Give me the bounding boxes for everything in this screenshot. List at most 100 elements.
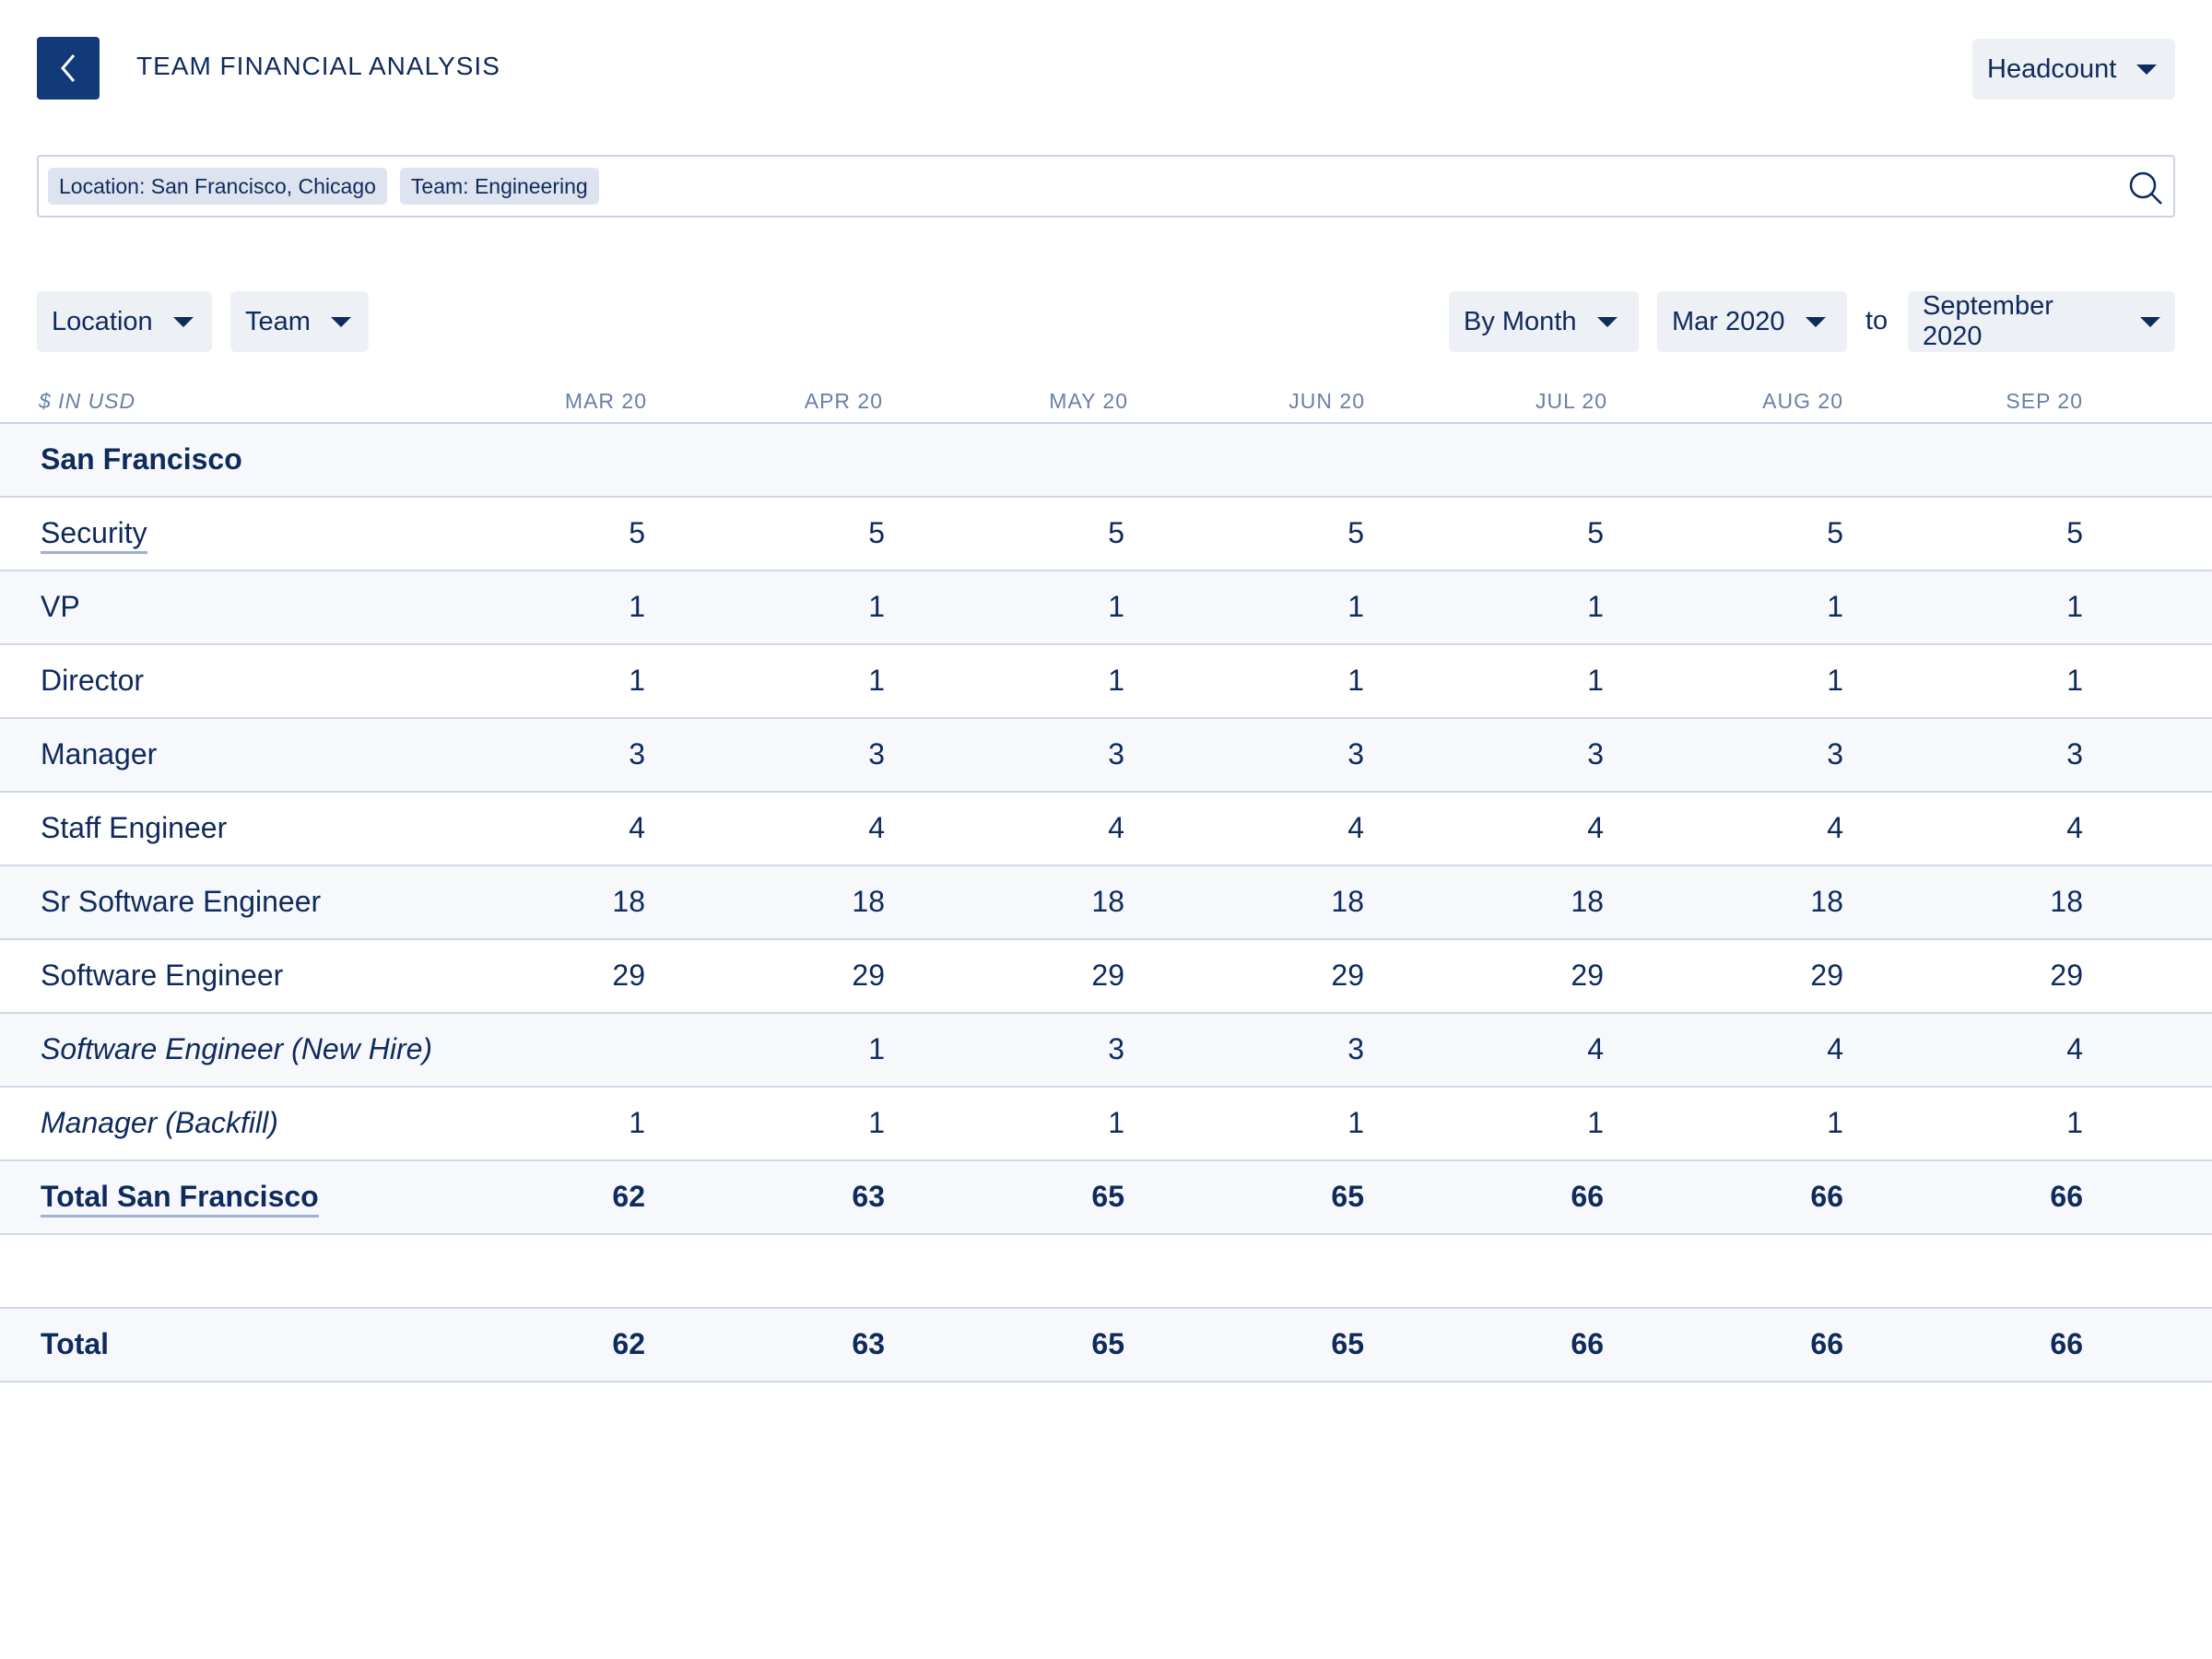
- table-cell: 1: [1587, 1106, 1604, 1139]
- section-total-row: Total San Francisco 62 63 65 65 66 66 66: [0, 1161, 2212, 1235]
- row-label: Manager: [41, 737, 158, 771]
- total-cell: 66: [1571, 1180, 1604, 1213]
- search-icon[interactable]: [2127, 170, 2164, 206]
- range-end-label: September 2020: [1923, 291, 2053, 351]
- grand-total-cell: 66: [2050, 1327, 2083, 1360]
- section-total-label[interactable]: Total San Francisco: [41, 1180, 319, 1218]
- table-cell: 18: [1091, 885, 1124, 918]
- range-start-dropdown[interactable]: Mar 2020: [1657, 291, 1847, 352]
- table-cell: 1: [1347, 590, 1364, 623]
- table-cell: 5: [629, 516, 645, 549]
- total-cell: 66: [2050, 1180, 2083, 1213]
- filter-chip-team[interactable]: Team: Engineering: [399, 168, 599, 205]
- table-cell: 1: [868, 664, 885, 697]
- table-row: Software Engineer (New Hire) 1 3 3 4 4 4: [0, 1014, 2212, 1088]
- table-cell: 5: [1827, 516, 1843, 549]
- table-cell: 1: [1827, 590, 1843, 623]
- table-row: Security 5 5 5 5 5 5 5: [0, 498, 2212, 571]
- table-cell: 3: [1108, 1032, 1124, 1065]
- column-header: AUG 20: [1762, 389, 1843, 413]
- table-cell: 3: [1347, 737, 1364, 771]
- range-start-label: Mar 2020: [1672, 306, 1785, 336]
- total-cell: 65: [1331, 1180, 1364, 1213]
- table-cell: 1: [1347, 664, 1364, 697]
- table-cell: 18: [2050, 885, 2083, 918]
- granularity-dropdown-label: By Month: [1464, 306, 1577, 336]
- caret-down-icon: [2136, 64, 2158, 75]
- table-cell: 4: [1827, 1032, 1843, 1065]
- table-cell: 4: [629, 811, 645, 844]
- table-cell: 3: [1347, 1032, 1364, 1065]
- row-label-link[interactable]: Security: [41, 516, 147, 554]
- table-cell: 29: [852, 959, 885, 992]
- table-cell: 1: [2066, 1106, 2083, 1139]
- range-separator: to: [1865, 306, 1888, 335]
- section-total-link[interactable]: Total San Francisco: [41, 1180, 319, 1218]
- grand-total-cell: 63: [852, 1327, 885, 1360]
- back-button[interactable]: [37, 37, 100, 100]
- caret-down-icon: [172, 316, 194, 327]
- chevron-left-icon: [61, 54, 76, 82]
- table-row: Director 1 1 1 1 1 1 1: [0, 645, 2212, 719]
- grand-total-row: Total 62 63 65 65 66 66 66: [0, 1309, 2212, 1382]
- row-label: Manager (Backfill): [41, 1106, 278, 1139]
- row-label[interactable]: Security: [41, 516, 147, 554]
- caret-down-icon: [1596, 316, 1618, 327]
- section-row: San Francisco: [0, 424, 2212, 498]
- unit-label: $ IN USD: [39, 389, 136, 413]
- row-label: Sr Software Engineer: [41, 885, 322, 918]
- row-label: Software Engineer (New Hire): [41, 1032, 433, 1065]
- table-cell: 18: [612, 885, 645, 918]
- table-cell: 18: [1810, 885, 1843, 918]
- table-cell: 18: [1331, 885, 1364, 918]
- filter-search-bar[interactable]: Location: San Francisco, Chicago Team: E…: [37, 155, 2175, 218]
- range-end-dropdown[interactable]: September 2020: [1908, 291, 2175, 352]
- filter-chip-location[interactable]: Location: San Francisco, Chicago: [48, 168, 387, 205]
- table-cell: 29: [1331, 959, 1364, 992]
- table-cell: 1: [868, 590, 885, 623]
- row-label: Software Engineer: [41, 959, 284, 992]
- table-cell: 1: [1108, 664, 1124, 697]
- row-label: VP: [41, 590, 80, 623]
- table-cell: 29: [1091, 959, 1124, 992]
- team-dropdown-label: Team: [245, 306, 311, 336]
- row-label: Director: [41, 664, 145, 697]
- table-cell: 5: [1347, 516, 1364, 549]
- team-dropdown[interactable]: Team: [230, 291, 369, 352]
- table-cell: 4: [1347, 811, 1364, 844]
- column-header: JUL 20: [1535, 389, 1607, 413]
- table-cell: 3: [1108, 737, 1124, 771]
- caret-down-icon: [1805, 316, 1826, 327]
- location-dropdown[interactable]: Location: [37, 291, 212, 352]
- metric-dropdown[interactable]: Headcount: [1972, 39, 2175, 100]
- table-cell: 1: [868, 1032, 885, 1065]
- headcount-table: $ IN USD MAR 20 APR 20 MAY 20 JUN 20 JUL…: [0, 376, 2212, 1382]
- table-cell: 4: [2066, 811, 2083, 844]
- page-title: TEAM FINANCIAL ANALYSIS: [136, 52, 500, 80]
- column-header: MAR 20: [564, 389, 647, 413]
- total-cell: 62: [612, 1180, 645, 1213]
- table-cell: 29: [1810, 959, 1843, 992]
- table-cell: 1: [629, 1106, 645, 1139]
- table-row: Manager (Backfill) 1 1 1 1 1 1 1: [0, 1088, 2212, 1161]
- grand-total-cell: 65: [1091, 1327, 1124, 1360]
- table-cell: 18: [852, 885, 885, 918]
- grand-total-cell: 66: [1810, 1327, 1843, 1360]
- table-row: VP 1 1 1 1 1 1 1: [0, 571, 2212, 645]
- total-cell: 63: [852, 1180, 885, 1213]
- column-header: MAY 20: [1049, 389, 1128, 413]
- total-cell: 66: [1810, 1180, 1843, 1213]
- table-cell: 4: [2066, 1032, 2083, 1065]
- grand-total-cell: 66: [1571, 1327, 1604, 1360]
- granularity-dropdown[interactable]: By Month: [1449, 291, 1639, 352]
- row-label: Staff Engineer: [41, 811, 228, 844]
- column-header: JUN 20: [1288, 389, 1365, 413]
- grand-total-cell: 65: [1331, 1327, 1364, 1360]
- table-cell: 1: [629, 664, 645, 697]
- section-label: San Francisco: [41, 442, 242, 476]
- table-row: Staff Engineer 4 4 4 4 4 4 4: [0, 793, 2212, 866]
- table-header: $ IN USD MAR 20 APR 20 MAY 20 JUN 20 JUL…: [0, 376, 2212, 424]
- table-cell: 1: [2066, 590, 2083, 623]
- caret-down-icon: [2140, 316, 2160, 327]
- table-cell: 29: [612, 959, 645, 992]
